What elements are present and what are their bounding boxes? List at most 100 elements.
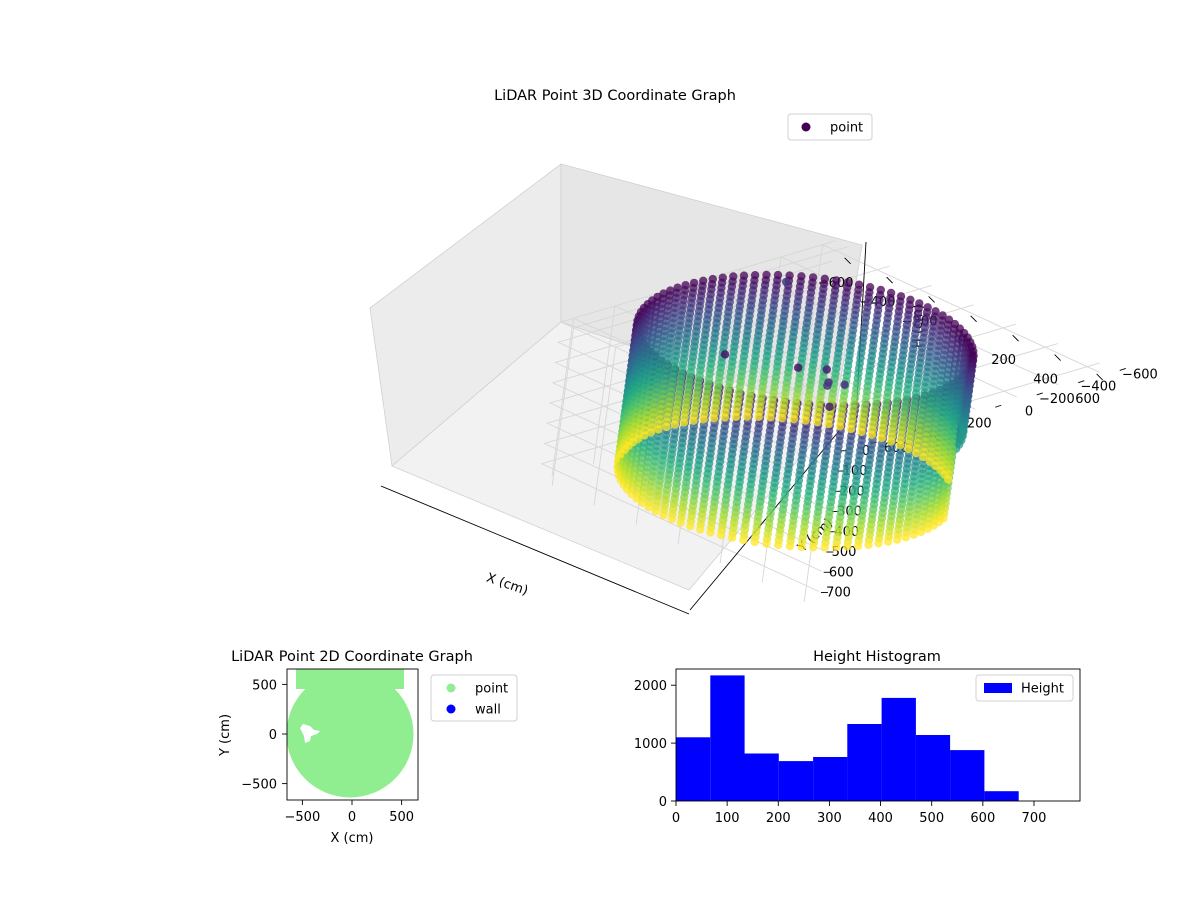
scatter3d-point bbox=[909, 530, 918, 539]
histogram-title: Height Histogram bbox=[813, 649, 941, 665]
histogram-y-tick-label: 0 bbox=[659, 795, 667, 810]
scatter3d-point bbox=[654, 425, 663, 434]
scatter3d-point bbox=[797, 542, 806, 551]
scatter3d-x-tick-label: 200 bbox=[991, 353, 1016, 368]
scatter3d-point bbox=[646, 428, 656, 437]
scatter3d-x-tick-label: 600 bbox=[1075, 392, 1100, 407]
scatter3d-point bbox=[709, 414, 719, 423]
scatter3d-point bbox=[901, 533, 910, 542]
histogram-y-tick-label: 2000 bbox=[634, 679, 667, 694]
scatter3d-point bbox=[864, 540, 873, 549]
histogram-x-tick-label: 500 bbox=[919, 811, 944, 826]
scatter3d-point bbox=[651, 506, 660, 516]
scatter3d-point bbox=[919, 453, 928, 462]
scatter3d-legend: point bbox=[787, 113, 873, 141]
scatter3d-y-tick-label: −600 bbox=[1122, 367, 1158, 382]
scatter3d-point bbox=[853, 541, 863, 551]
histogram-bar bbox=[915, 735, 951, 801]
scatter3d-point bbox=[944, 475, 953, 484]
scatter3d-point bbox=[912, 448, 921, 458]
scatter3d-y-tick bbox=[1036, 392, 1043, 396]
histogram-x-tick-label: 700 bbox=[1022, 811, 1047, 826]
scatter3d-point bbox=[699, 415, 708, 424]
scatter3d-point bbox=[840, 380, 849, 389]
histogram-chart: Height Histogram 0 100 200 300 400 500 600 7000… bbox=[634, 649, 1081, 826]
histogram-bar bbox=[676, 737, 711, 801]
scatter3d-point bbox=[857, 427, 866, 436]
histogram-bar bbox=[778, 761, 814, 801]
scatter3d-point bbox=[731, 412, 741, 422]
scatter3d-x-tick bbox=[1012, 334, 1019, 342]
scatter2d-y-tick-label: 0 bbox=[269, 728, 277, 743]
scatter3d-point bbox=[867, 430, 877, 439]
scatter3d-point bbox=[809, 543, 818, 552]
histogram-y-tick-label: 1000 bbox=[634, 737, 667, 752]
scatter2d-chart: LiDAR Point 2D Coordinate Graph −500 0 500… bbox=[218, 649, 518, 846]
scatter3d-point bbox=[785, 541, 795, 551]
scatter3d-point bbox=[640, 431, 649, 440]
histogram-bar bbox=[744, 753, 779, 801]
scatter3d-point bbox=[939, 514, 948, 523]
scatter3d-x-tick-label: 400 bbox=[1033, 373, 1058, 388]
scatter3d-legend-marker bbox=[801, 122, 811, 132]
scatter3d-point-cloud bbox=[613, 270, 978, 552]
scatter3d-point bbox=[813, 418, 822, 427]
scatter3d-point bbox=[739, 535, 748, 545]
scatter3d-point bbox=[777, 413, 787, 423]
scatter3d-point bbox=[916, 527, 926, 537]
scatter3d-point bbox=[831, 543, 841, 552]
scatter3d-point bbox=[766, 413, 775, 422]
scatter3d-x-tick bbox=[928, 296, 935, 303]
scatter2d-points bbox=[287, 669, 414, 798]
histogram-bar bbox=[881, 697, 916, 801]
scatter3d-point bbox=[754, 412, 763, 422]
scatter3d-x-tick bbox=[970, 315, 977, 323]
scatter3d-point bbox=[706, 528, 715, 537]
scatter3d-y-tick-label: 0 bbox=[1025, 404, 1033, 419]
scatter3d-point bbox=[959, 427, 968, 436]
histogram-frame bbox=[675, 668, 1081, 802]
scatter3d-z-tick-label: 700 bbox=[826, 586, 851, 601]
scatter3d-point bbox=[638, 498, 647, 507]
histogram-legend-swatch bbox=[984, 683, 1012, 693]
scatter2d-empty-region bbox=[300, 724, 320, 743]
scatter2d-x-axis-label: X (cm) bbox=[331, 831, 374, 846]
scatter3d-point bbox=[720, 413, 729, 422]
scatter3d-point bbox=[789, 415, 799, 424]
scatter3d-point bbox=[893, 535, 902, 544]
scatter3d-point bbox=[904, 444, 913, 454]
scatter2d-legend-marker-wall bbox=[446, 704, 456, 714]
scatter3d-point bbox=[667, 514, 677, 524]
scatter2d-legend-marker-point bbox=[446, 683, 456, 693]
histogram-bars bbox=[676, 675, 1019, 801]
histogram-bar bbox=[710, 675, 745, 801]
histogram-bar bbox=[984, 791, 1019, 801]
histogram-x-tick-label: 100 bbox=[715, 811, 740, 826]
scatter2d-y-axis-label: Y (cm) bbox=[218, 714, 233, 757]
scatter3d-y-tick bbox=[1119, 367, 1126, 371]
scatter3d-point bbox=[874, 539, 883, 548]
scatter3d-point bbox=[774, 540, 783, 550]
scatter3d-legend-box bbox=[787, 113, 873, 141]
scatter3d-z-tick-label: 600 bbox=[829, 565, 854, 580]
scatter3d-y-tick bbox=[995, 404, 1002, 408]
scatter2d-frame bbox=[286, 668, 419, 801]
scatter3d-point bbox=[801, 416, 810, 425]
histogram-bar bbox=[847, 724, 882, 801]
scatter3d-point bbox=[659, 510, 668, 520]
scatter2d-legend-label-point: point bbox=[475, 682, 508, 697]
scatter3d-point bbox=[824, 420, 833, 429]
histogram-x-tick-label: 400 bbox=[868, 811, 893, 826]
scatter3d-point bbox=[632, 494, 641, 503]
scatter3d-point bbox=[781, 277, 791, 287]
scatter3d-y-tick bbox=[1078, 380, 1085, 384]
histogram-ticks: 0 100 200 300 400 500 600 700 0 1000 2000 bbox=[634, 679, 1046, 826]
scatter3d-chart: LiDAR Point 3D Coordinate Graph −600 −400… bbox=[369, 88, 1158, 615]
scatter3d-point bbox=[794, 363, 803, 372]
scatter3d-x-axis-line bbox=[380, 485, 690, 615]
scatter3d-point bbox=[676, 518, 685, 527]
scatter2d-x-tick-label: 500 bbox=[389, 810, 414, 825]
scatter2d-y-tick-label: −500 bbox=[241, 778, 277, 793]
scatter2d-point-disk bbox=[287, 670, 414, 798]
scatter2d-legend: point wall bbox=[430, 674, 518, 722]
